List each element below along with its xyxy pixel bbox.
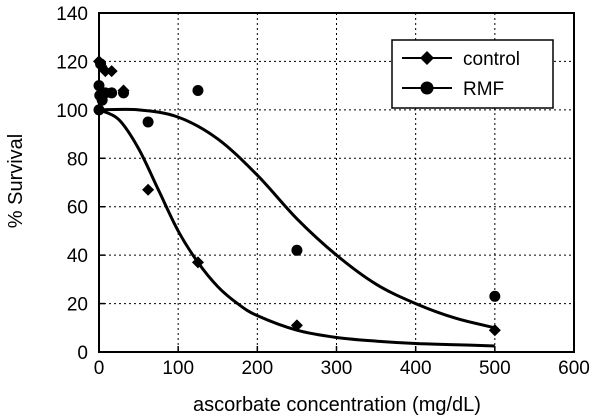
rmf-point bbox=[106, 87, 118, 99]
tick-labels: 0 100 200 300 400 500 600 0 20 40 60 80 100 120 140 bbox=[56, 4, 590, 379]
y-tick-label: 120 bbox=[56, 52, 88, 73]
legend-rmf-marker bbox=[420, 81, 434, 95]
control-point bbox=[105, 65, 118, 78]
x-tick-label: 300 bbox=[321, 358, 353, 379]
rmf-point bbox=[93, 80, 105, 92]
y-tick-label: 80 bbox=[67, 149, 88, 170]
y-tick-label: 40 bbox=[67, 246, 88, 267]
y-tick-label: 20 bbox=[67, 295, 88, 316]
control-point bbox=[191, 256, 204, 269]
y-tick-label: 0 bbox=[77, 343, 88, 364]
y-tick-label: 140 bbox=[56, 4, 88, 25]
control-point bbox=[488, 324, 501, 337]
fit-curves bbox=[98, 107, 496, 348]
rmf-fit-curve bbox=[98, 107, 496, 330]
x-tick-label: 500 bbox=[479, 358, 511, 379]
data-points bbox=[93, 55, 501, 337]
rmf-point bbox=[95, 58, 107, 70]
rmf-point bbox=[118, 87, 130, 99]
rmf-point bbox=[489, 290, 501, 302]
legend-box bbox=[391, 39, 554, 109]
control-point bbox=[290, 319, 303, 332]
legend: control RMF bbox=[391, 39, 554, 109]
axes bbox=[98, 12, 575, 353]
x-tick-label: 0 bbox=[94, 358, 105, 379]
rmf-point bbox=[192, 84, 204, 96]
legend-control-label: control bbox=[463, 49, 520, 70]
y-tick-label: 60 bbox=[67, 198, 88, 219]
y-tick-label: 100 bbox=[56, 101, 88, 122]
x-axis-label: ascorbate concentration (mg/dL) bbox=[193, 394, 481, 416]
legend-rmf-label: RMF bbox=[463, 79, 504, 100]
rmf-point bbox=[142, 116, 154, 128]
x-tick-label: 600 bbox=[558, 358, 590, 379]
rmf-point bbox=[93, 104, 105, 116]
x-tick-label: 400 bbox=[400, 358, 432, 379]
control-fit-curve bbox=[98, 108, 495, 348]
x-tick-label: 100 bbox=[162, 358, 194, 379]
x-tick-label: 200 bbox=[241, 358, 273, 379]
control-point bbox=[142, 183, 155, 196]
y-axis-label: % Survival bbox=[5, 134, 27, 228]
rmf-point bbox=[291, 244, 303, 256]
legend-control-marker bbox=[420, 51, 434, 65]
